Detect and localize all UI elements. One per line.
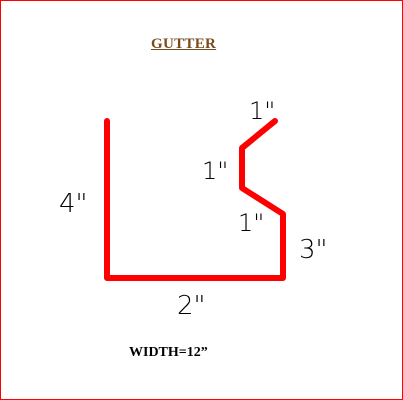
dimension-lower-bend: 1" — [238, 209, 264, 237]
gutter-profile-line — [107, 121, 283, 278]
width-label: WIDTH=12” — [129, 345, 208, 361]
dimension-left-side: 4" — [59, 189, 88, 219]
dimension-middle-bend: 1" — [202, 157, 228, 185]
dimension-right-side: 3" — [299, 235, 328, 265]
dimension-bottom: 2" — [177, 291, 206, 321]
dimension-top-bend: 1" — [249, 97, 275, 125]
